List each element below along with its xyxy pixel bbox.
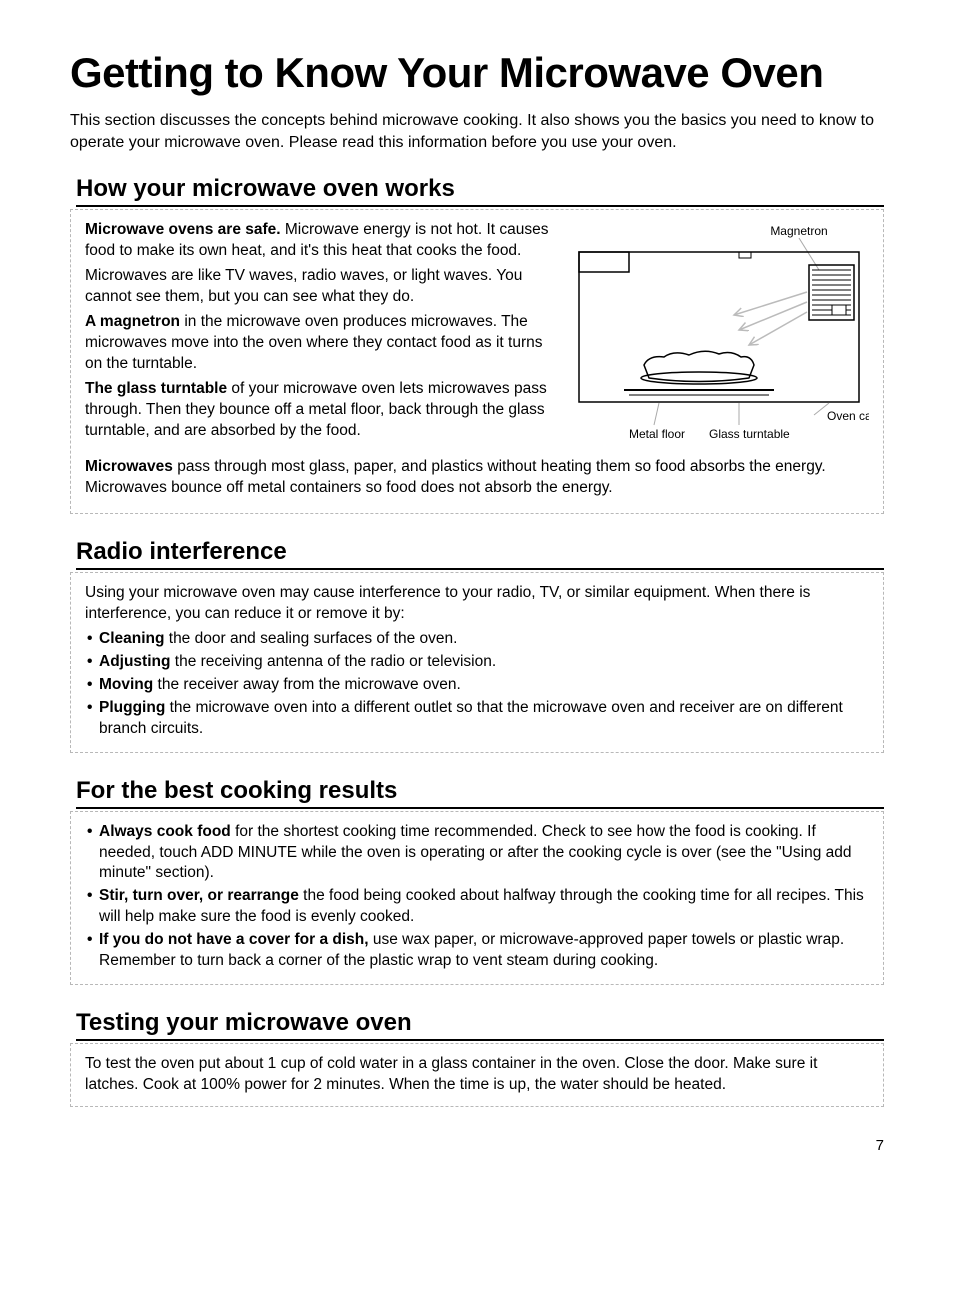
diagram-label-oven-cavity: Oven cavity [827, 409, 869, 423]
how-works-p4-bold: The glass turntable [85, 380, 227, 397]
section-box-radio: Using your microwave oven may cause inte… [70, 572, 884, 752]
radio-intro: Using your microwave oven may cause inte… [85, 583, 869, 625]
bullet-bold: Cleaning [99, 630, 164, 647]
list-item: Cleaning the door and sealing surfaces o… [85, 629, 869, 650]
bullet-bold: Moving [99, 676, 153, 693]
bullet-text: the microwave oven into a different outl… [99, 699, 843, 737]
list-item: Plugging the microwave oven into a diffe… [85, 698, 869, 740]
best-results-bullet-list: Always cook food for the shortest cookin… [85, 822, 869, 972]
how-works-p1: Microwave ovens are safe. Microwave ener… [85, 220, 551, 262]
diagram-label-glass-turntable: Glass turntable [709, 427, 790, 441]
diagram-label-magnetron: Magnetron [770, 224, 827, 238]
bullet-bold: If you do not have a cover for a dish, [99, 931, 369, 948]
bullet-text: the receiving antenna of the radio or te… [170, 653, 496, 670]
how-works-p3-bold: A magnetron [85, 313, 180, 330]
how-works-p5: Microwaves pass through most glass, pape… [85, 457, 869, 499]
diagram-label-metal-floor: Metal floor [629, 427, 685, 441]
section-box-testing: To test the oven put about 1 cup of cold… [70, 1043, 884, 1107]
list-item: Adjusting the receiving antenna of the r… [85, 652, 869, 673]
section-box-best-results: Always cook food for the shortest cookin… [70, 811, 884, 985]
testing-text: To test the oven put about 1 cup of cold… [85, 1054, 869, 1096]
how-works-p1-bold: Microwave ovens are safe. [85, 221, 281, 238]
bullet-bold: Adjusting [99, 653, 170, 670]
bullet-bold: Plugging [99, 699, 165, 716]
how-works-p3: A magnetron in the microwave oven produc… [85, 312, 551, 375]
bullet-bold: Always cook food [99, 823, 231, 840]
microwave-diagram: Magnetron [569, 220, 869, 457]
bullet-text: the receiver away from the microwave ove… [153, 676, 461, 693]
how-works-p5-bold: Microwaves [85, 458, 173, 475]
bullet-bold: Stir, turn over, or rearrange [99, 887, 299, 904]
bullet-text: the door and sealing surfaces of the ove… [164, 630, 457, 647]
list-item: If you do not have a cover for a dish, u… [85, 930, 869, 972]
section-heading-how-works: How your microwave oven works [76, 175, 884, 207]
page-number: 7 [70, 1137, 884, 1154]
list-item: Stir, turn over, or rearrange the food b… [85, 886, 869, 928]
section-heading-testing: Testing your microwave oven [76, 1009, 884, 1041]
how-works-p4: The glass turntable of your microwave ov… [85, 379, 551, 442]
page-title: Getting to Know Your Microwave Oven [70, 50, 884, 96]
radio-bullet-list: Cleaning the door and sealing surfaces o… [85, 629, 869, 740]
section-heading-radio: Radio interference [76, 538, 884, 570]
how-works-p5-text: pass through most glass, paper, and plas… [85, 458, 826, 496]
section-box-how-works: Microwave ovens are safe. Microwave ener… [70, 209, 884, 514]
intro-paragraph: This section discusses the concepts behi… [70, 110, 884, 153]
section-heading-best-results: For the best cooking results [76, 777, 884, 809]
how-works-p2: Microwaves are like TV waves, radio wave… [85, 266, 551, 308]
list-item: Moving the receiver away from the microw… [85, 675, 869, 696]
list-item: Always cook food for the shortest cookin… [85, 822, 869, 885]
